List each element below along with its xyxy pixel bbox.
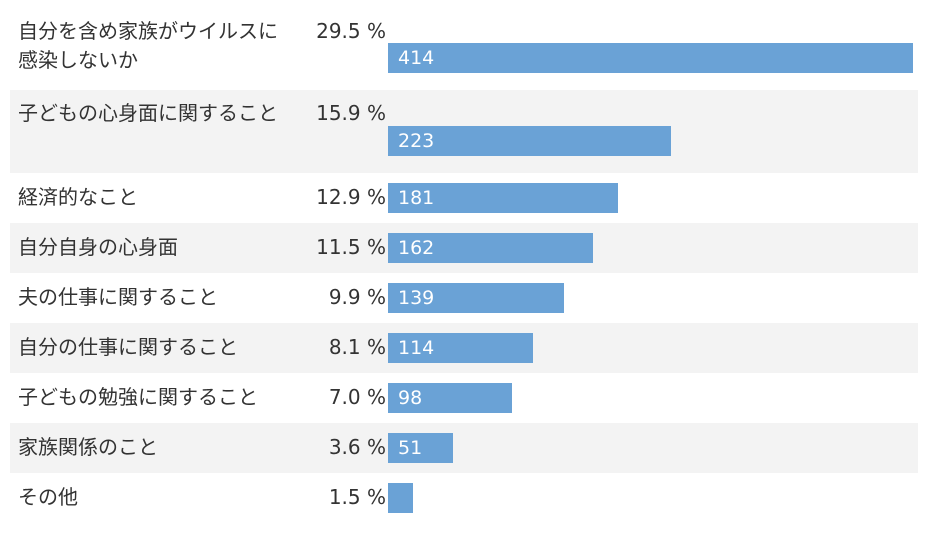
- chart-row: 自分を含め家族がウイルスに感染しないか 29.5 % 414: [10, 8, 918, 90]
- category-label: 自分自身の心身面: [18, 235, 178, 259]
- bar: 139: [388, 283, 564, 313]
- category-label: 夫の仕事に関すること: [18, 285, 218, 309]
- bar: 414: [388, 43, 913, 73]
- bar: 223: [388, 125, 671, 156]
- percentage-label: 9.9 %: [328, 285, 386, 309]
- chart-row: 自分の仕事に関すること 8.1 % 114: [10, 323, 918, 373]
- bar-value-label: 98: [398, 387, 423, 409]
- chart-row: 経済的なこと 12.9 % 181: [10, 173, 918, 223]
- bar-value-label: 181: [398, 187, 435, 209]
- bar: 162: [388, 233, 593, 263]
- bar-value-label: 162: [398, 237, 435, 259]
- chart-row: 自分自身の心身面 11.5 % 162: [10, 223, 918, 273]
- percentage-label: 29.5 %: [316, 19, 386, 43]
- percentage-label: 11.5 %: [316, 235, 386, 259]
- bar-value-label: 414: [398, 47, 435, 69]
- chart-row: 夫の仕事に関すること 9.9 % 139: [10, 273, 918, 323]
- category-label: 子どもの勉強に関すること: [18, 385, 258, 409]
- percentage-label: 15.9 %: [316, 101, 386, 125]
- percentage-label: 12.9 %: [316, 185, 386, 209]
- chart-row: 子どもの心身面に関すること 15.9 % 223: [10, 90, 918, 173]
- category-label: 子どもの心身面に関すること: [18, 101, 278, 125]
- bar: 98: [388, 383, 512, 413]
- bar-value-label: 139: [398, 287, 435, 309]
- percentage-label: 7.0 %: [328, 385, 386, 409]
- bar: 181: [388, 183, 618, 213]
- category-label: 自分を含め家族がウイルスに感染しないか: [18, 19, 278, 72]
- chart-row: 家族関係のこと 3.6 % 51: [10, 423, 918, 473]
- bar-value-label: 51: [398, 437, 423, 459]
- chart-row: 子どもの勉強に関すること 7.0 % 98: [10, 373, 918, 423]
- category-label: 経済的なこと: [18, 185, 138, 209]
- bar: [388, 483, 413, 513]
- category-label: 自分の仕事に関すること: [18, 335, 238, 359]
- chart-row: その他 1.5 %: [10, 473, 918, 523]
- bar: 114: [388, 333, 533, 363]
- category-label: その他: [18, 485, 78, 509]
- bar: 51: [388, 433, 453, 463]
- category-label: 家族関係のこと: [18, 435, 158, 459]
- percentage-label: 1.5 %: [328, 485, 386, 509]
- bar-value-label: 114: [398, 337, 435, 359]
- bar-value-label: 223: [398, 129, 435, 152]
- percentage-label: 3.6 %: [328, 435, 386, 459]
- percentage-label: 8.1 %: [328, 335, 386, 359]
